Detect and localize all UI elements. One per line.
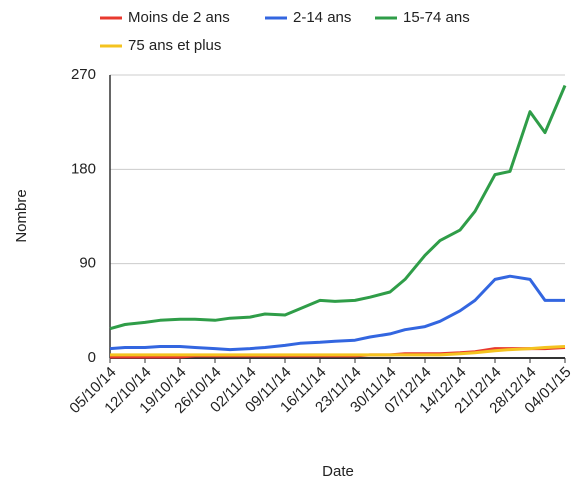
x-axis-label: Date <box>322 463 354 480</box>
legend-label: Moins de 2 ans <box>128 9 230 26</box>
series-line <box>109 274 565 352</box>
legend-label: 15-74 ans <box>403 9 470 26</box>
y-tick-label: 90 <box>79 255 96 272</box>
legend-label: 2-14 ans <box>293 9 351 26</box>
y-tick-label: 0 <box>88 349 96 366</box>
series-line <box>110 345 566 357</box>
y-tick-label: 180 <box>71 160 96 177</box>
series-line <box>109 84 567 331</box>
legend-label: 75 ans et plus <box>128 37 221 54</box>
y-axis-label: Nombre <box>13 189 30 242</box>
y-tick-label: 270 <box>71 66 96 83</box>
